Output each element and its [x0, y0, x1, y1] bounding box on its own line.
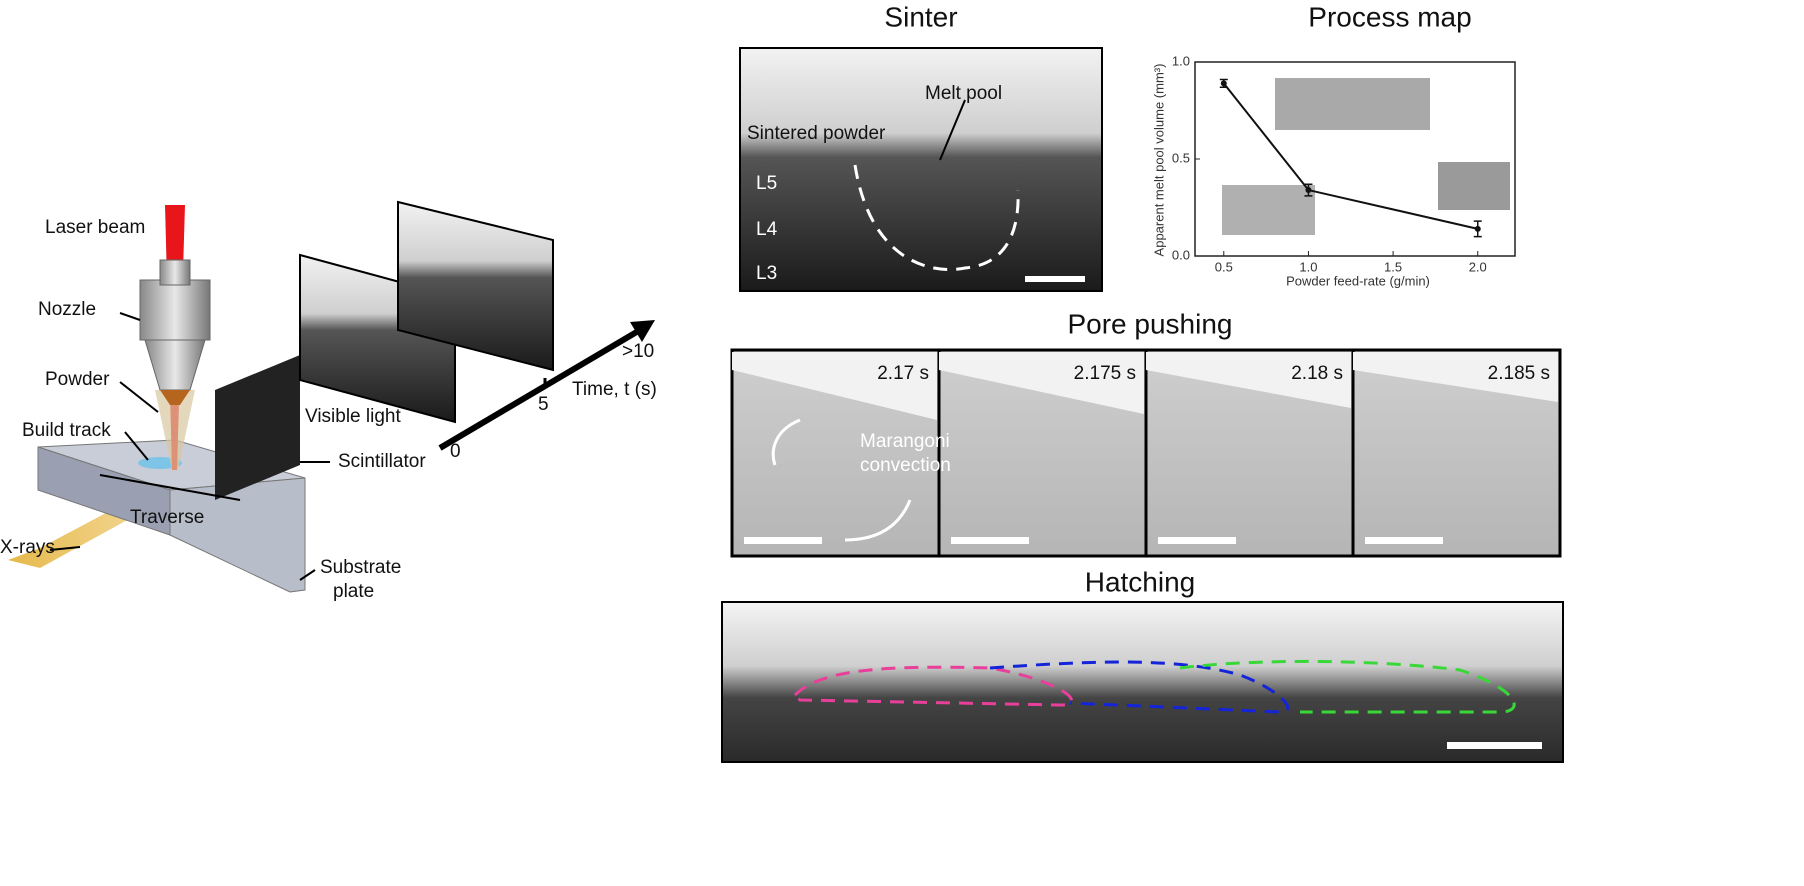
label: Sintered powder [747, 123, 886, 144]
scale-bar [1025, 276, 1085, 282]
sinter-panel: Sinter Melt pool Sintered powder L5 L4 L… [739, 1, 1103, 292]
label: plate [333, 581, 374, 602]
time-axis [438, 327, 642, 451]
label: Scintillator [338, 451, 426, 472]
point [1220, 80, 1227, 87]
scale-bar [744, 537, 822, 544]
nozzle-top [159, 259, 191, 286]
frame-2 [397, 200, 554, 372]
y-tick-label: 0.5 [1172, 150, 1190, 165]
label: Build track [22, 420, 111, 441]
label: L5 [756, 173, 777, 194]
label: Visible light [305, 406, 401, 427]
label: Laser beam [45, 217, 145, 238]
y-axis-label: Apparent melt pool volume (mm³) [1151, 64, 1166, 257]
arrow [771, 418, 801, 466]
inset-image [1222, 185, 1315, 235]
process-map: Process map Powder feed-rate (g/min) App… [1151, 1, 1516, 288]
inset-image [1275, 78, 1430, 130]
timestamp: 2.18 s [1291, 363, 1343, 384]
bright-region [1146, 352, 1351, 408]
track-outline [1179, 659, 1516, 714]
panel-title: Hatching [1085, 566, 1196, 597]
label: Powder [45, 369, 110, 390]
schematic: Laser beam Nozzle Powder Build track X-r… [0, 200, 657, 602]
track-outline [989, 660, 1290, 714]
hatching-panel: Hatching [721, 566, 1564, 763]
tick-label: >10 [622, 341, 654, 362]
point [1305, 187, 1312, 194]
bright-region [732, 352, 937, 420]
label: Substrate [320, 557, 401, 578]
point [1474, 225, 1481, 232]
panel-title: Pore pushing [1067, 308, 1232, 339]
label: Marangoni [860, 431, 950, 452]
scale-bar [1447, 742, 1542, 749]
arrow [844, 499, 912, 542]
nozzle-body [139, 279, 211, 341]
leader-lines [49, 312, 330, 581]
x-tick-label: 1.0 [1299, 259, 1317, 274]
y-tick-label: 1.0 [1172, 53, 1190, 68]
label: X-rays [0, 537, 55, 558]
inset-image [1438, 162, 1510, 210]
timestamp: 2.185 s [1488, 363, 1550, 384]
label: Melt pool [925, 83, 1002, 104]
label: Nozzle [38, 299, 96, 320]
x-tick-label: 1.5 [1384, 259, 1402, 274]
pore-pushing-panel: Pore pushing 2.17 s 2.175 s 2.18 s 2.185 s … [730, 308, 1562, 558]
scale-bar [951, 537, 1029, 544]
scale-bar [1365, 537, 1443, 544]
nozzle-tip [144, 339, 206, 391]
chart-title: Process map [1308, 1, 1471, 32]
timestamp: 2.17 s [877, 363, 929, 384]
x-tick-label: 2.0 [1469, 259, 1487, 274]
y-tick-label: 0.0 [1172, 247, 1190, 262]
traverse-arrow [99, 474, 241, 501]
label: convection [860, 455, 951, 476]
label: Time, t (s) [572, 379, 657, 400]
tick-label: 0 [450, 441, 461, 462]
powder-cone [155, 390, 195, 470]
timestamp: 2.175 s [1074, 363, 1136, 384]
bright-region [1353, 352, 1558, 402]
label: L4 [756, 219, 778, 240]
x-axis-label: Powder feed-rate (g/min) [1286, 273, 1430, 288]
bright-region [939, 352, 1144, 414]
scale-bar [1158, 537, 1236, 544]
melt-pool-outline [853, 164, 1020, 271]
label: Traverse [130, 507, 204, 528]
scintillator [215, 355, 300, 500]
nozzle-end [160, 390, 190, 405]
x-tick-label: 0.5 [1215, 259, 1233, 274]
image [739, 47, 1103, 292]
panel-title: Sinter [884, 1, 957, 32]
image [721, 601, 1564, 763]
label: L3 [756, 263, 777, 284]
tick-label: 5 [538, 394, 549, 415]
time-arrow [630, 320, 655, 342]
plate-front [169, 477, 306, 593]
leader-line [939, 99, 966, 161]
